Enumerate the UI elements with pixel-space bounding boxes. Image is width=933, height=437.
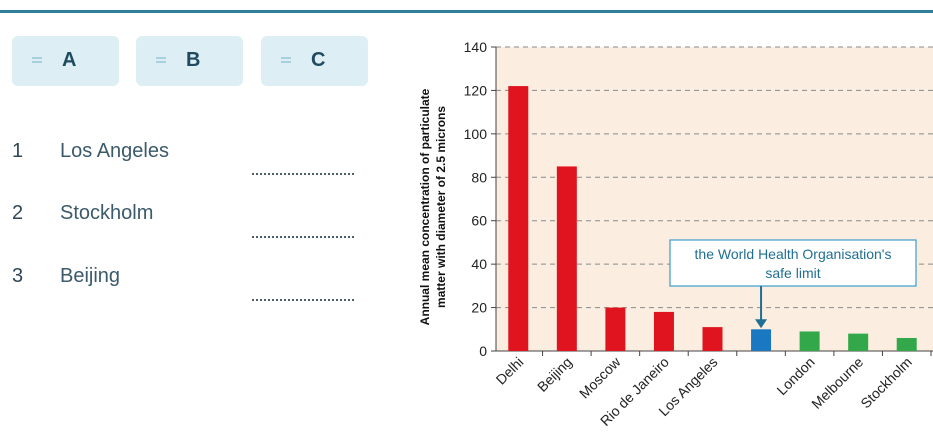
bar (605, 307, 626, 351)
item-name: Stockholm (60, 202, 154, 224)
drag-handle-icon[interactable] (281, 57, 291, 65)
bar (653, 311, 674, 351)
answer-slot-1[interactable] (252, 173, 354, 175)
item-name: Los Angeles (60, 140, 169, 162)
arrow-head-icon (755, 319, 768, 329)
x-tick-label: Moscow (576, 353, 624, 401)
callout-text: the World Health Organisation's (695, 246, 892, 262)
top-rule (0, 10, 933, 13)
y-tick-label: 40 (471, 256, 487, 272)
x-tick-label: Melbourne (808, 354, 866, 412)
y-tick-label: 120 (464, 82, 488, 98)
y-tick-label: 60 (471, 213, 487, 229)
item-number: 2 (12, 202, 24, 224)
choice-b[interactable]: B (136, 36, 243, 86)
choice-label: B (186, 49, 201, 71)
y-tick-label: 20 (471, 300, 487, 316)
bar (556, 166, 577, 351)
x-tick-label: Delhi (493, 354, 527, 388)
item-name: Beijing (60, 265, 121, 287)
bar (799, 331, 820, 351)
drag-handle-icon[interactable] (156, 57, 166, 65)
x-tick-label: Beijing (534, 354, 575, 395)
y-tick-label: 0 (479, 343, 487, 359)
y-tick-label: 80 (471, 169, 487, 185)
x-tick-label: London (773, 354, 817, 398)
item-number: 1 (12, 140, 24, 162)
bar (702, 327, 723, 351)
bar (848, 333, 869, 351)
y-axis-label: Annual mean concentration of particulate (418, 88, 432, 325)
y-tick-label: 100 (464, 126, 488, 142)
y-tick-label: 140 (464, 39, 488, 55)
callout-box (669, 239, 917, 287)
bar (508, 86, 529, 351)
answer-slot-2[interactable] (252, 236, 354, 238)
choice-label: A (62, 49, 77, 71)
callout-text: safe limit (765, 265, 820, 281)
item-number: 3 (12, 265, 24, 287)
y-axis-label: matter with diameter of 2.5 microns (434, 106, 448, 308)
choice-a[interactable]: A (12, 36, 119, 86)
choice-c[interactable]: C (261, 36, 368, 86)
answer-slot-3[interactable] (252, 299, 354, 301)
bar (896, 337, 917, 351)
bar (751, 329, 772, 351)
x-tick-label: Stockholm (857, 354, 915, 412)
drag-handle-icon[interactable] (32, 57, 42, 65)
choice-label: C (311, 49, 326, 71)
